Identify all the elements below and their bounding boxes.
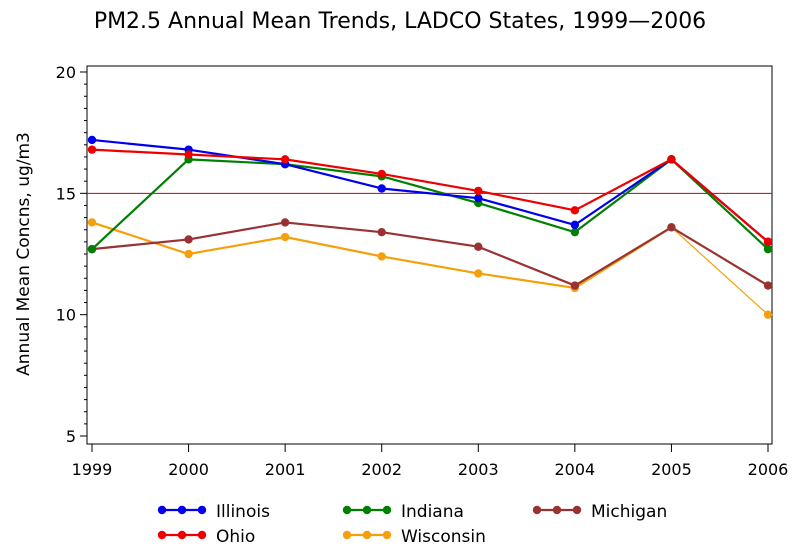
x-tick-label: 2004 xyxy=(554,460,595,479)
legend-marker-indiana xyxy=(382,505,392,515)
legend-label-indiana: Indiana xyxy=(401,502,464,522)
data-point-ohio xyxy=(184,150,193,159)
legend-item-ohio: Ohio xyxy=(157,527,255,547)
data-point-michigan xyxy=(377,227,386,237)
data-point-illinois xyxy=(377,184,386,193)
data-point-michigan xyxy=(474,242,483,251)
plot-frame xyxy=(86,65,773,445)
series-ohio xyxy=(87,145,773,247)
y-axis-label: Annual Mean Concns, ug/m3 xyxy=(14,132,34,376)
data-point-illinois xyxy=(570,220,580,230)
data-point-ohio xyxy=(377,169,386,179)
data-point-indiana xyxy=(87,244,97,254)
data-point-michigan xyxy=(667,223,676,232)
y-tick-label: 5 xyxy=(66,427,76,446)
data-point-indiana xyxy=(763,244,773,254)
x-tick-label: 2006 xyxy=(748,460,789,479)
legend-marker-ohio xyxy=(177,530,187,540)
legend-marker-illinois xyxy=(197,505,207,515)
legend-marker-ohio xyxy=(197,530,207,540)
legend-marker-illinois xyxy=(177,505,187,515)
data-point-ohio xyxy=(763,237,773,247)
data-point-illinois xyxy=(87,135,97,145)
series-line-tail-wisconsin xyxy=(671,226,769,316)
data-point-wisconsin xyxy=(377,252,386,261)
data-point-ohio xyxy=(570,206,580,215)
chart-title: PM2.5 Annual Mean Trends, LADCO States, … xyxy=(94,9,706,34)
x-tick-label: 2003 xyxy=(458,460,499,479)
data-point-michigan xyxy=(280,218,290,227)
series-wisconsin xyxy=(87,218,773,319)
data-point-michigan xyxy=(570,281,580,290)
y-tick-label: 10 xyxy=(56,306,76,325)
y-tick-label: 20 xyxy=(56,63,76,82)
data-point-michigan xyxy=(763,281,773,290)
legend-item-illinois: Illinois xyxy=(157,502,270,522)
legend-marker-illinois xyxy=(157,505,167,515)
data-point-wisconsin xyxy=(87,218,97,227)
legend-marker-michigan xyxy=(572,505,582,515)
series-line-michigan xyxy=(91,221,769,287)
data-point-michigan xyxy=(184,235,193,244)
legend-marker-indiana xyxy=(362,505,372,515)
legend-marker-wisconsin xyxy=(342,530,352,540)
legend-item-michigan: Michigan xyxy=(532,502,667,522)
legend-item-wisconsin: Wisconsin xyxy=(342,527,486,547)
data-point-ohio xyxy=(667,155,676,164)
legend-marker-michigan xyxy=(552,505,562,515)
legend-marker-ohio xyxy=(157,530,167,540)
data-point-wisconsin xyxy=(763,310,773,319)
x-tick-label: 2005 xyxy=(651,460,692,479)
data-point-wisconsin xyxy=(474,269,483,278)
data-point-wisconsin xyxy=(280,232,290,242)
legend-label-ohio: Ohio xyxy=(216,527,255,547)
legend-marker-wisconsin xyxy=(362,530,372,540)
series-line-indiana xyxy=(91,158,769,250)
y-tick-label: 15 xyxy=(56,184,76,203)
x-tick-label: 2001 xyxy=(265,460,306,479)
legend-label-wisconsin: Wisconsin xyxy=(401,527,486,547)
data-point-indiana xyxy=(570,227,580,237)
data-point-ohio xyxy=(474,186,483,196)
legend-marker-michigan xyxy=(532,505,542,515)
x-tick-label: 1999 xyxy=(72,460,113,479)
x-tick-label: 2000 xyxy=(168,460,209,479)
data-point-ohio xyxy=(87,145,97,154)
data-point-ohio xyxy=(280,155,290,164)
data-point-wisconsin xyxy=(184,249,193,259)
legend-label-illinois: Illinois xyxy=(216,502,270,522)
series-line-ohio xyxy=(91,148,769,243)
x-tick-label: 2002 xyxy=(361,460,402,479)
data-point-illinois xyxy=(474,193,483,203)
legend-marker-indiana xyxy=(342,505,352,515)
legend-marker-wisconsin xyxy=(382,530,392,540)
legend-label-michigan: Michigan xyxy=(591,502,667,522)
legend-item-indiana: Indiana xyxy=(342,502,464,522)
series-line-illinois xyxy=(91,138,769,243)
